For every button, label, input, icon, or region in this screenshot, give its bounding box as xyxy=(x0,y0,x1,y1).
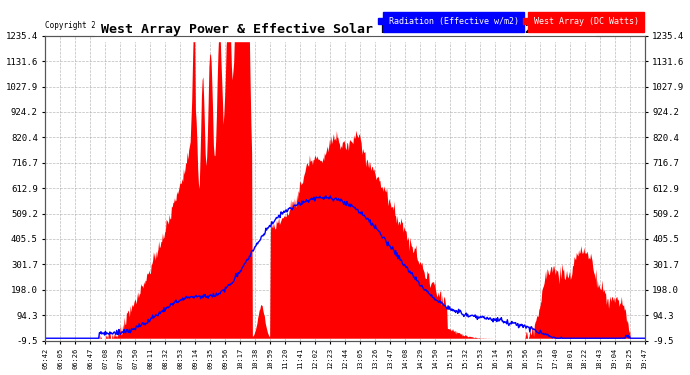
Title: West Array Power & Effective Solar Radiation Sat Jul 23 19:52: West Array Power & Effective Solar Radia… xyxy=(101,22,589,36)
Legend: Radiation (Effective w/m2), West Array (DC Watts): Radiation (Effective w/m2), West Array (… xyxy=(376,15,640,28)
Text: Copyright 2010 Cartronics.com: Copyright 2010 Cartronics.com xyxy=(46,21,179,30)
